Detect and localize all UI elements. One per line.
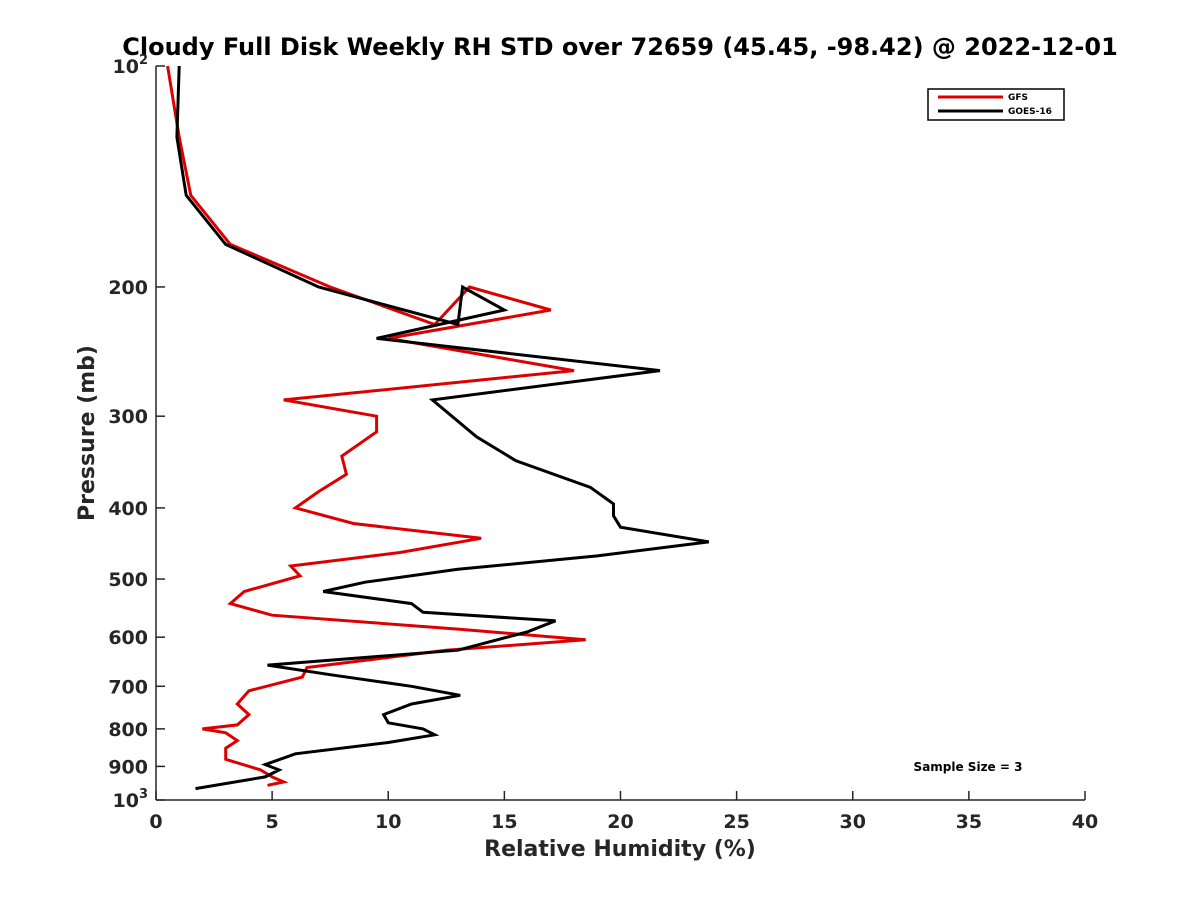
legend: GFS GOES-16 xyxy=(927,88,1065,121)
x-tick-label: 25 xyxy=(723,811,749,833)
series-line-gfs xyxy=(166,65,586,787)
y-tick-label: 500 xyxy=(108,569,148,591)
y-tick-label: 900 xyxy=(108,756,148,778)
y-tick-label: 600 xyxy=(108,627,148,649)
y-tick-label: 800 xyxy=(108,719,148,741)
y-tick-label: 103 xyxy=(113,787,149,812)
x-axis-label: Relative Humidity (%) xyxy=(484,837,756,862)
sample-size-annotation: Sample Size = 3 xyxy=(914,760,1023,774)
series-line-goes-16 xyxy=(175,65,710,791)
x-tick-label: 15 xyxy=(491,811,517,833)
x-tick-label: 30 xyxy=(840,811,866,833)
x-tick-label: 0 xyxy=(149,811,162,833)
x-tick-label: 35 xyxy=(956,811,982,833)
x-tick-label: 10 xyxy=(375,811,401,833)
y-tick-label: 200 xyxy=(108,277,148,299)
y-axis-label: Pressure (mb) xyxy=(75,345,100,521)
y-tick-label: 300 xyxy=(108,406,148,428)
legend-label-goes-16: GOES-16 xyxy=(1008,107,1052,117)
legend-box xyxy=(927,88,1065,121)
y-tick-label: 700 xyxy=(108,676,148,698)
x-tick-label: 5 xyxy=(266,811,279,833)
series-layer xyxy=(166,65,710,791)
y-tick-label: 400 xyxy=(108,498,148,520)
legend-label-gfs: GFS xyxy=(1008,93,1028,103)
y-tick-label: 102 xyxy=(113,53,149,78)
axes-layer: 0 5 10 15 20 25 30 35 40 102 200 300 400 500 600 700 800… xyxy=(108,53,1098,833)
x-tick-label: 40 xyxy=(1072,811,1098,833)
x-tick-label: 20 xyxy=(607,811,633,833)
chart-title: Cloudy Full Disk Weekly RH STD over 7265… xyxy=(122,33,1118,61)
